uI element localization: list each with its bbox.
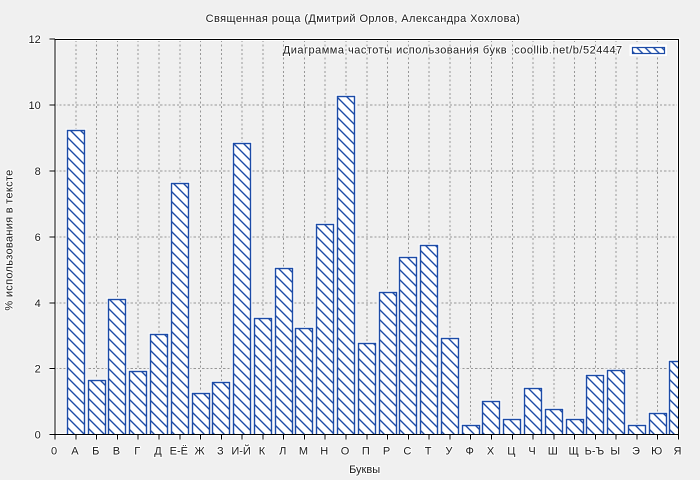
svg-text:Ш: Ш [548, 446, 558, 458]
svg-text:З: З [217, 446, 224, 458]
svg-text:0: 0 [51, 446, 57, 458]
svg-text:К: К [259, 446, 266, 458]
svg-text:Ф: Ф [466, 446, 474, 458]
svg-text:2: 2 [35, 364, 41, 376]
svg-text:П: П [362, 446, 370, 458]
svg-text:10: 10 [29, 100, 41, 112]
svg-text:6: 6 [35, 232, 41, 244]
svg-text:% использования в тексте: % использования в тексте [4, 169, 16, 310]
svg-text:Щ: Щ [568, 446, 578, 458]
svg-text:Д: Д [154, 446, 162, 458]
svg-text:0: 0 [35, 430, 41, 442]
svg-text:Г: Г [134, 446, 140, 458]
svg-text:Ю: Ю [651, 446, 662, 458]
svg-text:4: 4 [35, 298, 41, 310]
svg-text:У: У [445, 446, 453, 458]
svg-text:С: С [403, 446, 411, 458]
svg-text:Б: Б [92, 446, 99, 458]
svg-text:12: 12 [29, 34, 41, 46]
svg-text:Ы: Ы [610, 446, 620, 458]
svg-text:Диаграмма частоты использовани: Диаграмма частоты использования букв coo… [283, 44, 623, 56]
svg-text:Священная роща (Дмитрий Орлов,: Священная роща (Дмитрий Орлов, Александр… [206, 13, 521, 25]
svg-text:Ц: Ц [507, 446, 515, 458]
svg-text:Х: Х [487, 446, 495, 458]
svg-text:Буквы: Буквы [349, 464, 380, 476]
svg-text:В: В [113, 446, 120, 458]
svg-text:О: О [341, 446, 350, 458]
svg-text:И-Й: И-Й [231, 445, 250, 458]
svg-text:Я: Я [674, 446, 682, 458]
svg-text:Е-Ё: Е-Ё [170, 446, 188, 458]
svg-text:Н: Н [320, 446, 328, 458]
svg-text:Ь-Ъ: Ь-Ъ [585, 446, 605, 458]
svg-text:Т: Т [425, 446, 432, 458]
svg-text:Л: Л [279, 446, 286, 458]
svg-text:Ч: Ч [528, 446, 535, 458]
svg-text:Ж: Ж [195, 446, 205, 458]
svg-text:8: 8 [35, 166, 41, 178]
svg-text:Э: Э [632, 446, 640, 458]
svg-text:М: М [299, 446, 308, 458]
svg-text:Р: Р [383, 446, 390, 458]
svg-text:А: А [71, 446, 79, 458]
